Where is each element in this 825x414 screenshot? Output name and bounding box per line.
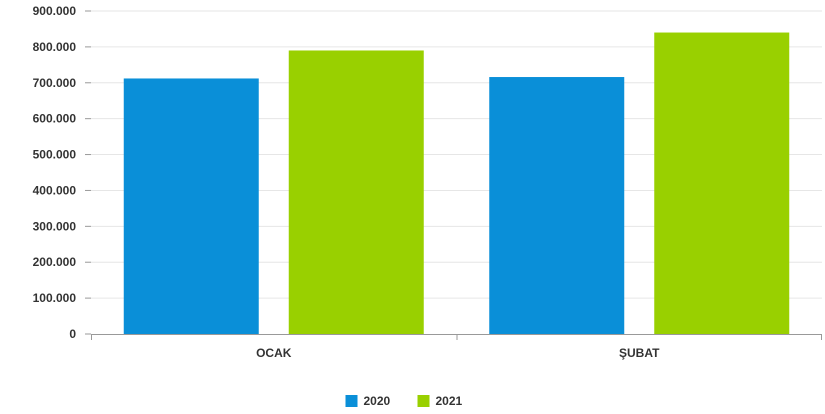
legend-item-2021[interactable]: 2021 — [417, 394, 463, 408]
x-category-label: OCAK — [256, 346, 292, 360]
y-tick-label: 400.000 — [33, 183, 77, 197]
y-tick-label: 900.000 — [33, 4, 77, 18]
legend: 2020 2021 — [345, 394, 463, 408]
legend-item-2020[interactable]: 2020 — [345, 394, 391, 408]
y-tick-label: 500.000 — [33, 148, 77, 162]
y-tick-label: 200.000 — [33, 255, 77, 269]
legend-swatch — [417, 395, 430, 407]
legend-label: 2021 — [436, 394, 463, 408]
y-axis: 0 100.000 200.000 300.000 400.000 500.000 600.… — [33, 4, 91, 341]
y-tick-label: 0 — [69, 327, 76, 341]
legend-label: 2020 — [364, 394, 391, 408]
y-tick-label: 100.000 — [33, 291, 77, 305]
x-category-label: ŞUBAT — [619, 346, 660, 360]
legend-swatch — [345, 395, 358, 407]
bar-2020-ocak[interactable] — [123, 78, 259, 335]
bar-2020-şubat[interactable] — [489, 77, 625, 334]
y-tick-label: 700.000 — [33, 76, 77, 90]
y-tick-label: 600.000 — [33, 112, 77, 126]
x-axis: OCAK ŞUBAT — [91, 334, 822, 360]
y-tick-label: 800.000 — [33, 40, 77, 54]
bars — [123, 32, 790, 335]
bar-2021-ocak[interactable] — [288, 50, 424, 334]
bar-2021-şubat[interactable] — [654, 32, 790, 335]
y-tick-label: 300.000 — [33, 219, 77, 233]
